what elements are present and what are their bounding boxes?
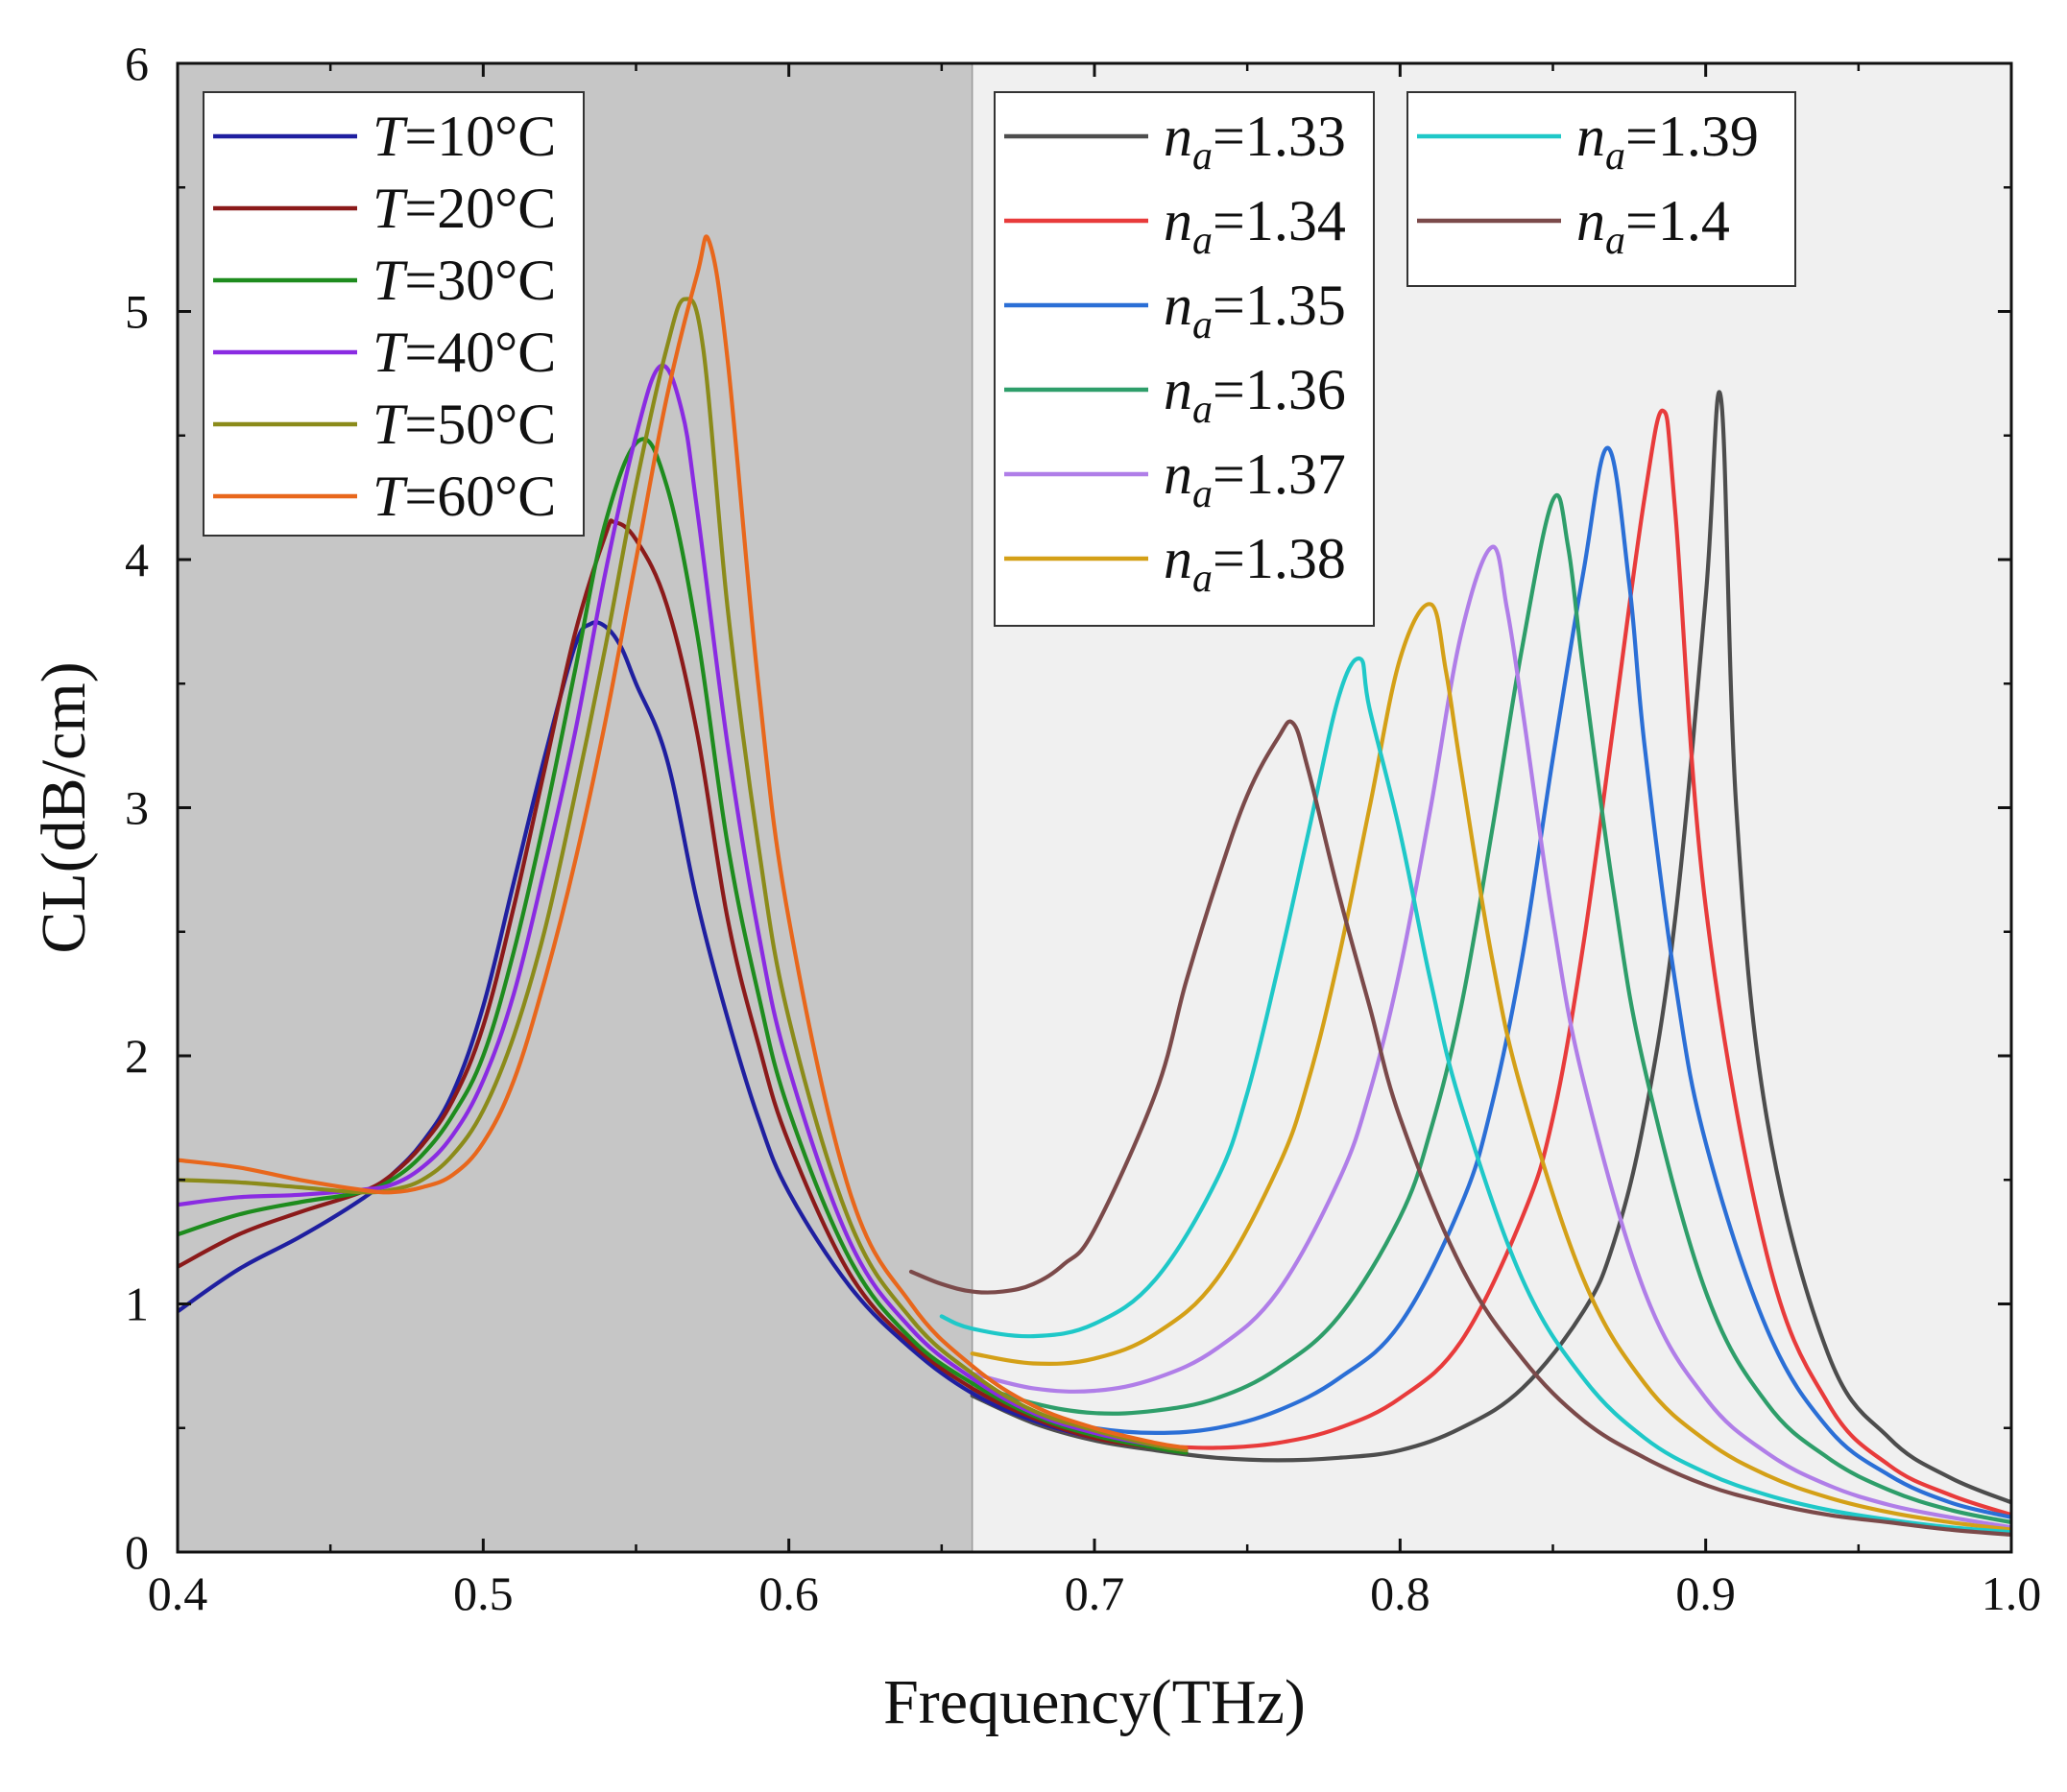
legend-value: =1.37 [1213,442,1346,506]
legend-label: na=1.35 [1164,274,1346,347]
legend-variable: T [373,105,408,168]
x-tick-label: 0.8 [1370,1566,1430,1620]
x-axis-label: Frequency(THz) [883,1667,1306,1737]
legend-variable: n [1164,358,1192,421]
x-tick-label: 0.4 [148,1566,208,1620]
y-tick-label: 3 [125,781,149,835]
legend-value: =30°C [404,249,556,312]
legend-label: na=1.4 [1576,189,1730,263]
legend-label: na=1.37 [1164,442,1346,516]
y-tick-label: 6 [125,36,149,90]
legend-value: =1.33 [1213,105,1346,168]
y-tick-label: 0 [125,1525,149,1579]
legend-label: T=40°C [373,321,556,384]
legend-top-center: na=1.33na=1.34na=1.35na=1.36na=1.37na=1.… [994,91,1375,627]
legend-label: T=30°C [373,249,556,312]
y-tick-label: 2 [125,1029,149,1083]
legend-subscript: a [1192,557,1213,601]
series-line-t-30-c [178,437,1189,1455]
legend-value: =1.36 [1213,358,1346,421]
legend-value: =1.35 [1213,274,1346,337]
legend-subscript: a [1192,219,1213,263]
series-line-na-1-36 [970,492,2011,1525]
legend-value: =1.34 [1213,189,1346,252]
y-axis-label: CL(dB/cm) [29,661,99,953]
series-line-na-1-39 [939,656,2011,1535]
legend-variable: n [1164,274,1192,337]
series-line-na-1-38 [970,602,2011,1532]
legend-top-left: T=10°CT=20°CT=30°CT=40°CT=50°CT=60°C [203,91,585,537]
legend-variable: n [1164,105,1192,168]
legend-label: T=50°C [373,393,556,456]
legend-variable: n [1576,105,1605,168]
series-line-na-1-37 [970,544,2011,1530]
series-line-t-60-c [178,234,1189,1450]
legend-value: =1.4 [1625,189,1730,252]
legend-value: =10°C [404,105,556,168]
legend-label: T=10°C [373,105,556,168]
series-line-na-1-4 [908,719,2011,1537]
series-line-na-1-34 [970,408,2011,1517]
legend-box [203,91,585,537]
legend-box [1406,91,1796,287]
legend-variable: n [1164,189,1192,252]
series-line-t-20-c [178,518,1189,1455]
legend-label: T=60°C [373,465,556,528]
legend-label: na=1.39 [1576,105,1759,179]
legend-variable: T [373,465,408,528]
legend-label: na=1.36 [1164,358,1346,432]
legend-subscript: a [1605,134,1625,179]
legend-value: =1.39 [1625,105,1759,168]
legend-subscript: a [1192,472,1213,516]
y-tick-label: 1 [125,1278,149,1331]
legend-label: na=1.33 [1164,105,1346,179]
legend-variable: T [373,249,408,312]
y-tick-label: 4 [125,533,149,586]
series-line-na-1-33 [970,390,2011,1505]
legend-label: na=1.38 [1164,527,1346,601]
legend-value: =50°C [404,393,556,456]
x-tick-label: 0.5 [453,1566,514,1620]
x-tick-label: 0.7 [1065,1566,1125,1620]
x-tick-label: 0.6 [758,1566,819,1620]
legend-variable: n [1164,527,1192,590]
series-line-t-50-c [178,297,1189,1453]
legend-value: =60°C [404,465,556,528]
legend-label: na=1.34 [1164,189,1346,263]
x-tick-label: 0.9 [1675,1566,1736,1620]
legend-subscript: a [1605,219,1625,263]
legend-box [994,91,1375,627]
legend-variable: T [373,393,408,456]
legend-label: T=20°C [373,177,556,240]
legend-value: =1.38 [1213,527,1346,590]
legend-variable: T [373,177,408,240]
legend-subscript: a [1192,134,1213,179]
legend-variable: n [1576,189,1605,252]
x-tick-label: 1.0 [1982,1566,2042,1620]
legend-subscript: a [1192,303,1213,347]
legend-value: =40°C [404,321,556,384]
legend-variable: T [373,321,408,384]
y-tick-label: 5 [125,285,149,339]
legend-value: =20°C [404,177,556,240]
legend-subscript: a [1192,388,1213,432]
legend-variable: n [1164,442,1192,506]
